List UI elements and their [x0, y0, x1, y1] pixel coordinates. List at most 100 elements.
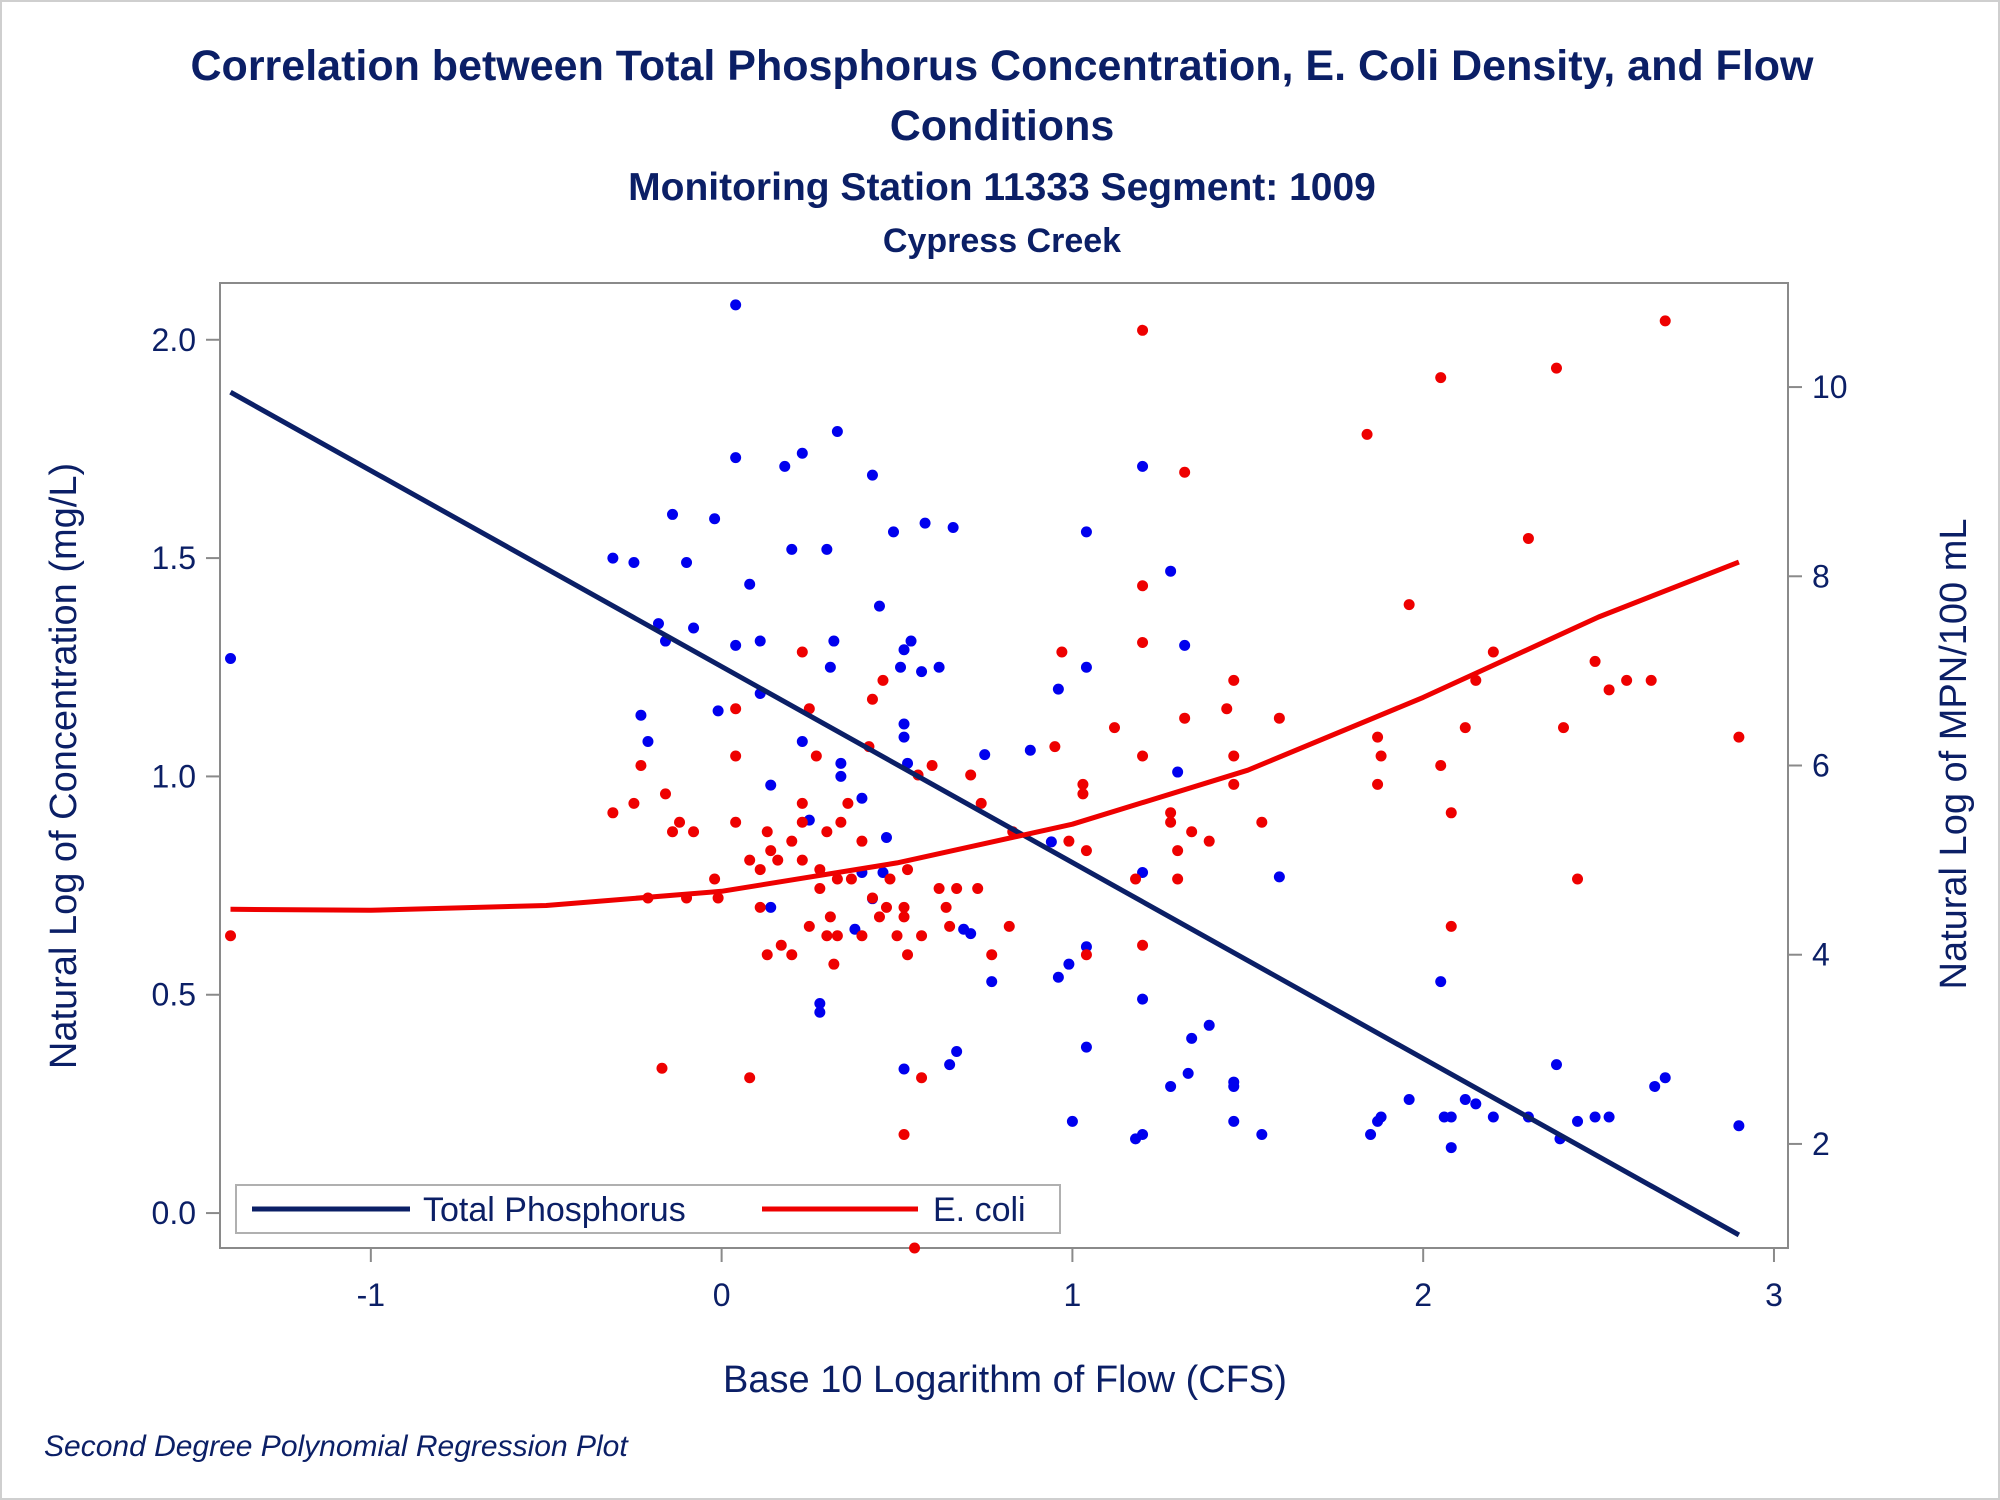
- phosphorus-point: [709, 513, 721, 525]
- ecoli-point: [1137, 580, 1149, 592]
- phosphorus-point: [688, 622, 700, 634]
- scatter-points: [225, 299, 1745, 1254]
- phosphorus-point: [856, 792, 868, 804]
- ecoli-point: [1228, 778, 1240, 790]
- ecoli-point: [891, 930, 903, 942]
- ecoli-point: [1137, 750, 1149, 762]
- phosphorus-point: [919, 517, 931, 529]
- ecoli-point: [1603, 684, 1615, 696]
- ecoli-point: [873, 911, 885, 923]
- phosphorus-point: [898, 718, 910, 730]
- ecoli-point: [765, 845, 777, 857]
- ecoli-point: [828, 958, 840, 970]
- ecoli-point: [607, 807, 619, 819]
- ecoli-point: [796, 646, 808, 658]
- phosphorus-point: [1459, 1094, 1471, 1106]
- x-axis-label: Base 10 Logarithm of Flow (CFS): [723, 1359, 1287, 1401]
- chart-subtitle: Monitoring Station 11333 Segment: 1009: [628, 166, 1376, 209]
- phosphorus-point: [1487, 1111, 1499, 1123]
- x-tick-label: 2: [1414, 1277, 1432, 1313]
- ecoli-point: [1470, 674, 1482, 686]
- phosphorus-point: [905, 635, 917, 647]
- y-tick-label: 0.0: [152, 1195, 196, 1231]
- phosphorus-point: [1045, 836, 1057, 848]
- phosphorus-point: [1165, 565, 1177, 577]
- phosphorus-point: [880, 832, 892, 844]
- ecoli-point: [1572, 873, 1584, 885]
- phosphorus-point: [1375, 1111, 1387, 1123]
- ecoli-point: [628, 797, 640, 809]
- phosphorus-point: [965, 928, 977, 940]
- y2-tick-label: 2: [1812, 1126, 1830, 1162]
- y-tick-label: 1.0: [152, 758, 196, 794]
- ecoli-point: [1137, 324, 1149, 336]
- ecoli-point: [986, 949, 998, 961]
- ecoli-point: [1080, 949, 1092, 961]
- phosphorus-point: [1052, 683, 1064, 695]
- ecoli-point: [1063, 835, 1075, 847]
- phosphorus-point: [877, 866, 889, 878]
- x-tick-label: -1: [357, 1277, 385, 1313]
- phosphorus-point: [754, 635, 766, 647]
- phosphorus-point: [744, 578, 756, 590]
- ecoli-point: [1003, 920, 1015, 932]
- phosphorus-point: [652, 618, 664, 630]
- ecoli-point: [1621, 674, 1633, 686]
- phosphorus-fit-line: [229, 390, 1741, 1238]
- ecoli-point: [1203, 835, 1215, 847]
- ecoli-point: [225, 930, 237, 942]
- ecoli-point: [754, 864, 766, 876]
- phosphorus-point: [1435, 976, 1447, 988]
- phosphorus-point: [1080, 526, 1092, 538]
- ecoli-point: [1445, 920, 1457, 932]
- phosphorus-point: [1172, 766, 1184, 778]
- ecoli-point: [744, 854, 756, 866]
- ecoli-point: [845, 873, 857, 885]
- x-tick-label: 0: [713, 1277, 731, 1313]
- ecoli-point: [1179, 466, 1191, 478]
- ecoli-point: [1256, 816, 1268, 828]
- ecoli-point: [796, 816, 808, 828]
- phosphorus-point: [1572, 1115, 1584, 1127]
- y2-tick-label: 8: [1812, 558, 1830, 594]
- ecoli-point: [898, 901, 910, 913]
- ecoli-point: [709, 873, 721, 885]
- ecoli-point: [1228, 750, 1240, 762]
- phosphorus-point: [1228, 1115, 1240, 1127]
- ecoli-point: [1375, 750, 1387, 762]
- y-tick-label: 2.0: [152, 322, 196, 358]
- phosphorus-point: [1403, 1094, 1415, 1106]
- footnote: Second Degree Polynomial Regression Plot: [44, 1430, 629, 1463]
- ecoli-point: [796, 854, 808, 866]
- phosphorus-point: [1365, 1128, 1377, 1140]
- phosphorus-point: [1603, 1111, 1615, 1123]
- ecoli-point: [754, 901, 766, 913]
- phosphorus-point: [951, 1046, 963, 1058]
- ecoli-point: [898, 1128, 910, 1140]
- ecoli-point: [786, 835, 798, 847]
- ecoli-point: [796, 797, 808, 809]
- phosphorus-point: [866, 469, 878, 481]
- phosphorus-point: [873, 600, 885, 612]
- phosphorus-point: [730, 452, 742, 464]
- phosphorus-point: [1137, 993, 1149, 1005]
- ecoli-point: [1435, 760, 1447, 771]
- x-tick-label: 3: [1765, 1277, 1783, 1313]
- phosphorus-point: [765, 779, 777, 791]
- phosphorus-point: [1137, 460, 1149, 472]
- y2-tick-label: 6: [1812, 748, 1830, 784]
- phosphorus-point: [947, 522, 959, 534]
- ecoli-point: [1186, 826, 1198, 838]
- phosphorus-point: [1137, 1128, 1149, 1140]
- legend: Total Phosphorus E. coli: [235, 1184, 1061, 1234]
- phosphorus-point: [814, 997, 826, 1009]
- ecoli-point: [933, 882, 945, 894]
- phosphorus-point: [1733, 1120, 1745, 1132]
- ecoli-point: [877, 674, 889, 686]
- phosphorus-point: [1228, 1080, 1240, 1092]
- phosphorus-point: [1052, 971, 1064, 983]
- phosphorus-point: [1659, 1072, 1671, 1084]
- ecoli-point: [635, 760, 647, 771]
